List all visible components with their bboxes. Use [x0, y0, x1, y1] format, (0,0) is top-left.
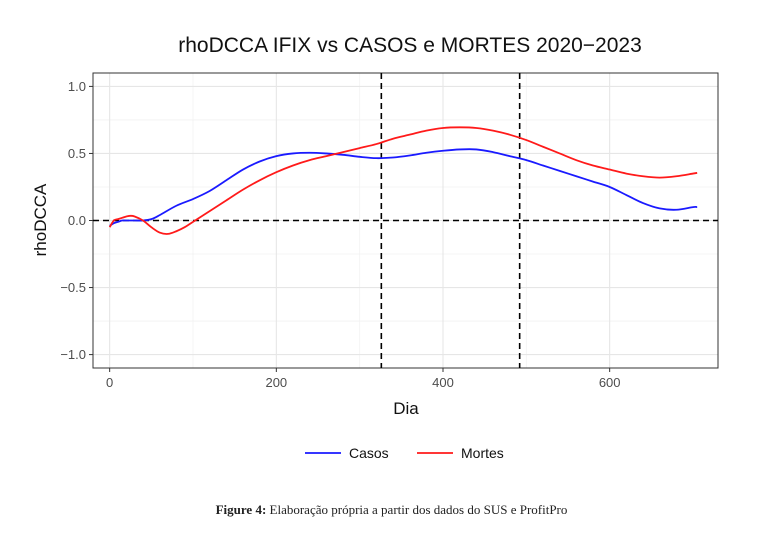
y-tick-label: 1.0 [68, 79, 86, 94]
series-line-casos [109, 148, 698, 227]
x-axis-title: Dia [393, 399, 419, 418]
y-axis-title: rhoDCCA [31, 183, 50, 256]
caption-label: Figure 4: [215, 502, 267, 517]
legend: Casos Mortes [305, 445, 504, 461]
chart-title: rhoDCCA IFIX vs CASOS e MORTES 2020−2023 [178, 34, 642, 57]
y-tick-label: 0.5 [68, 146, 86, 161]
x-tick-label: 0 [106, 375, 113, 390]
reference-lines [93, 73, 718, 368]
legend-label-mortes: Mortes [461, 445, 504, 461]
axes: 0 200 400 600 −1.0 −0.5 0.0 0.5 1.0 [60, 79, 620, 390]
chart: 0 200 400 600 −1.0 −0.5 0.0 0.5 1.0 rhoDCCA IFIX… [31, 34, 719, 461]
series-line-mortes [108, 126, 698, 235]
legend-label-casos: Casos [349, 445, 389, 461]
caption-text: Elaboração própria a partir dos dados do… [266, 502, 568, 517]
y-tick-label: −0.5 [60, 280, 86, 295]
x-tick-label: 600 [599, 375, 621, 390]
y-tick-label: 0.0 [68, 213, 86, 228]
figure-caption: Figure 4: Elaboração própria a partir do… [0, 502, 783, 518]
y-tick-label: −1.0 [60, 347, 86, 362]
x-tick-label: 200 [265, 375, 287, 390]
x-tick-label: 400 [432, 375, 454, 390]
series [108, 126, 698, 235]
